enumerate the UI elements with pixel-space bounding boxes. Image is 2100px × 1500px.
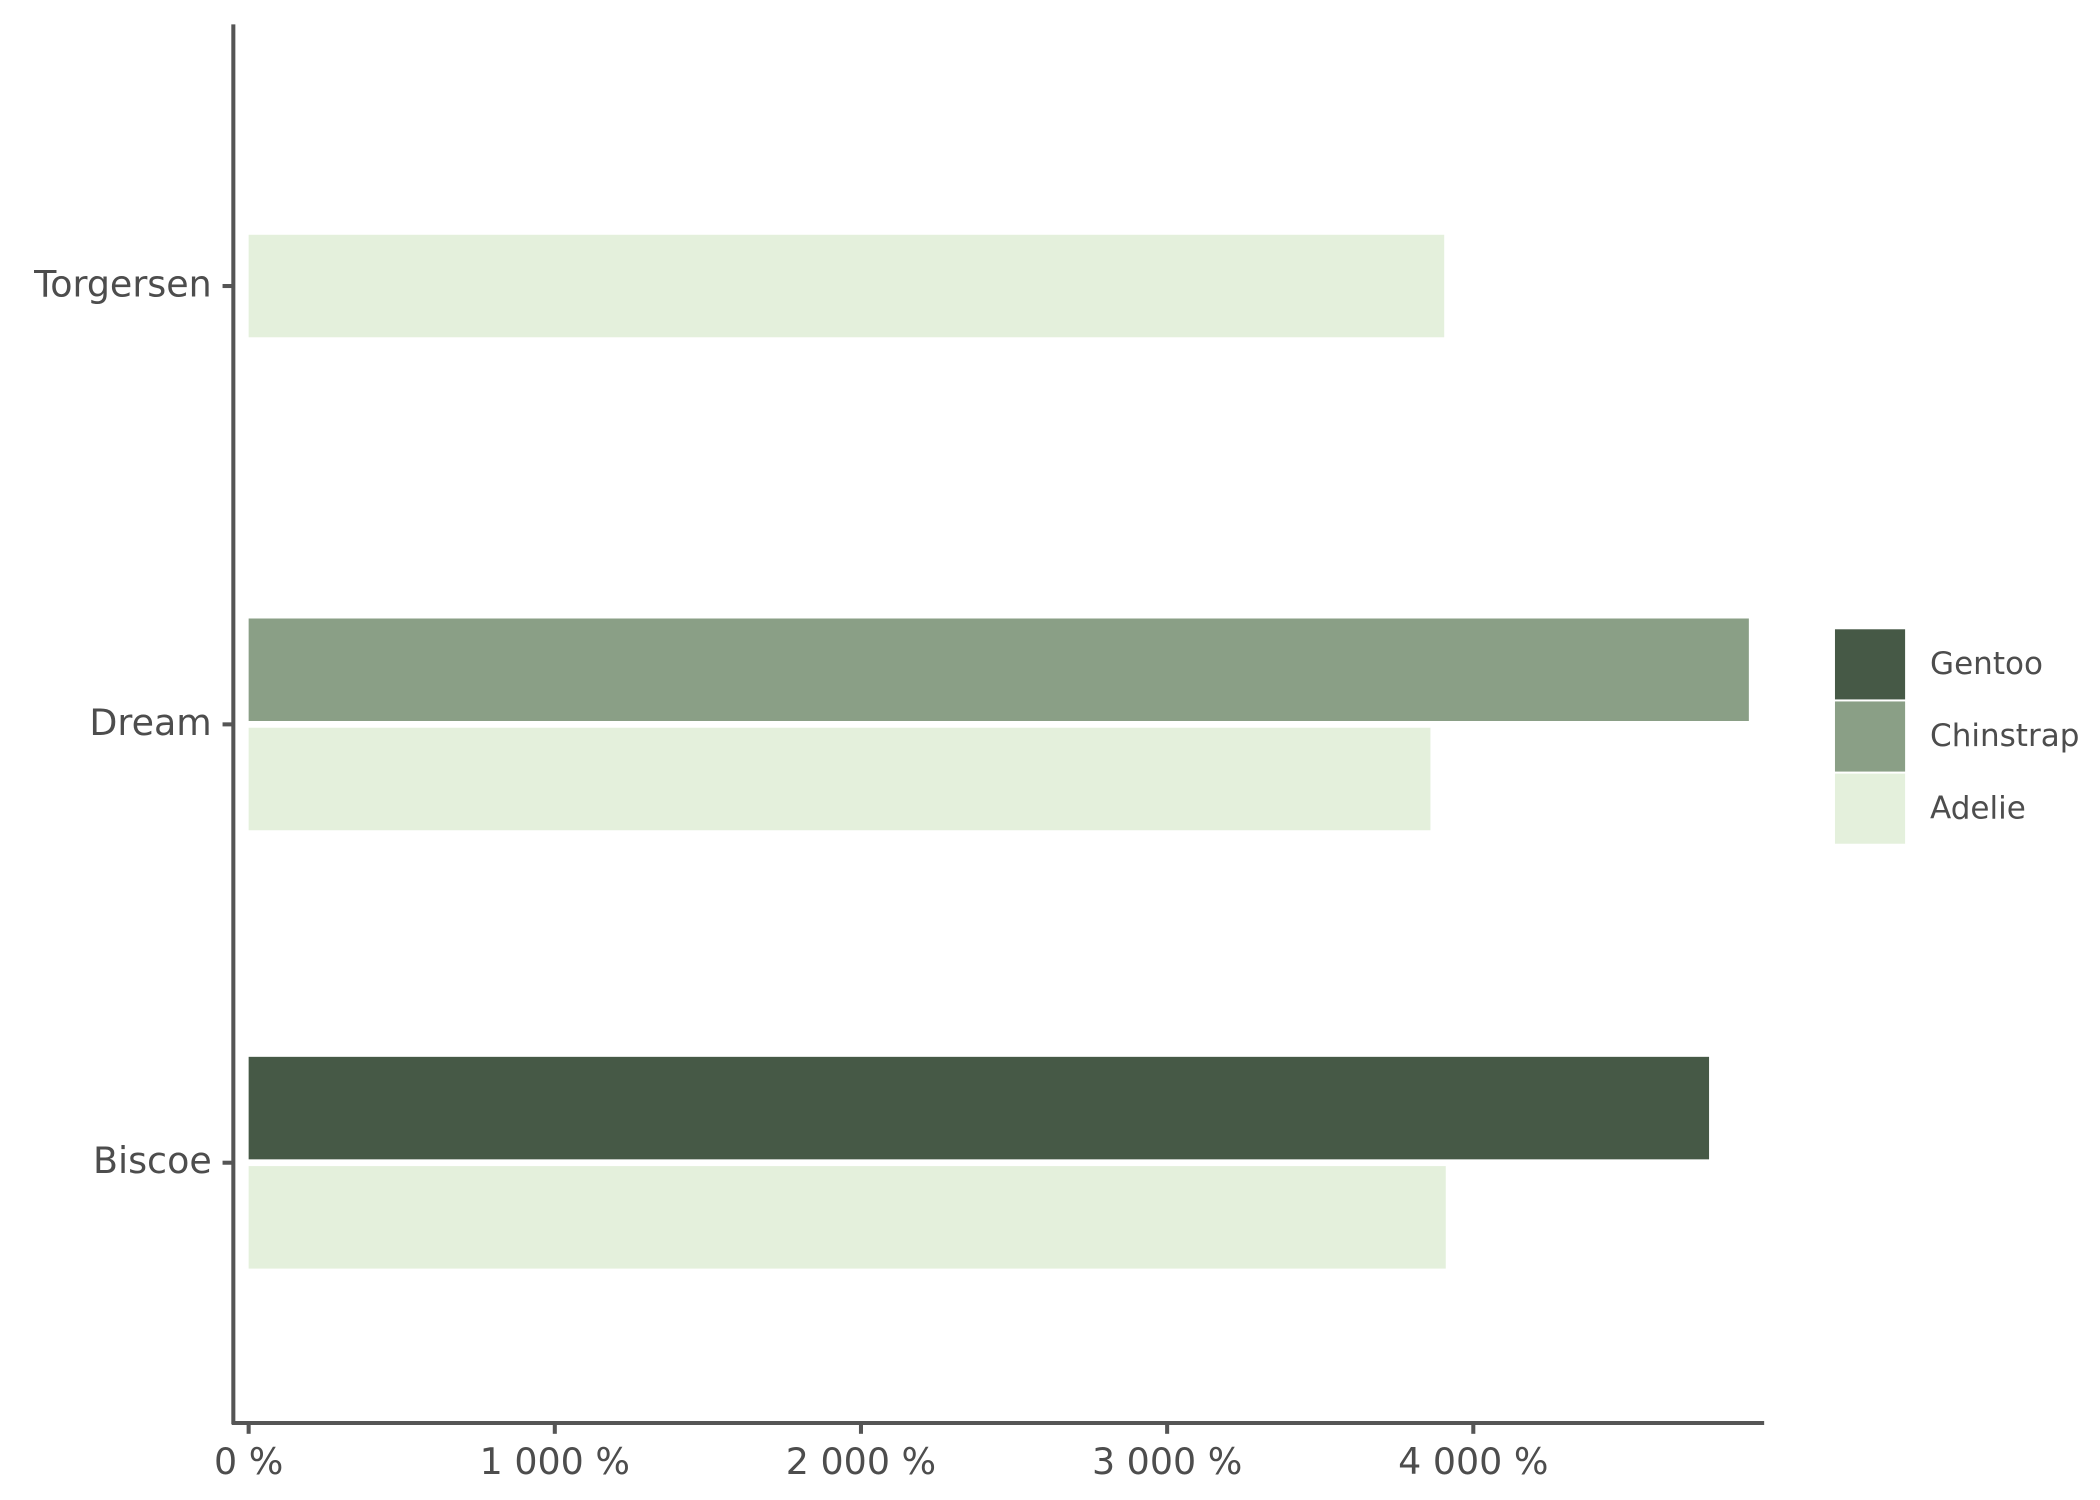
bar — [248, 618, 1749, 722]
x-tick-label: 2 000 % — [786, 1440, 936, 1483]
x-tick-label: 3 000 % — [1092, 1440, 1242, 1483]
legend-label: Chinstrap — [1930, 718, 2079, 754]
x-tick-label: 4 000 % — [1398, 1440, 1548, 1483]
y-tick-label: Dream — [89, 701, 211, 744]
bar — [248, 234, 1445, 338]
bar — [248, 1056, 1710, 1160]
x-tick-label: 0 % — [214, 1440, 283, 1483]
y-tick-label: Torgersen — [33, 263, 212, 306]
bar — [248, 727, 1431, 831]
legend-key — [1833, 700, 1907, 773]
bar — [248, 1166, 1446, 1269]
legend-label: Gentoo — [1930, 646, 2043, 682]
legend-key — [1833, 772, 1907, 846]
y-tick-label: Biscoe — [93, 1139, 212, 1182]
legend-key — [1833, 627, 1907, 701]
x-tick-label: 1 000 % — [480, 1440, 630, 1483]
legend-label: Adelie — [1930, 790, 2026, 826]
